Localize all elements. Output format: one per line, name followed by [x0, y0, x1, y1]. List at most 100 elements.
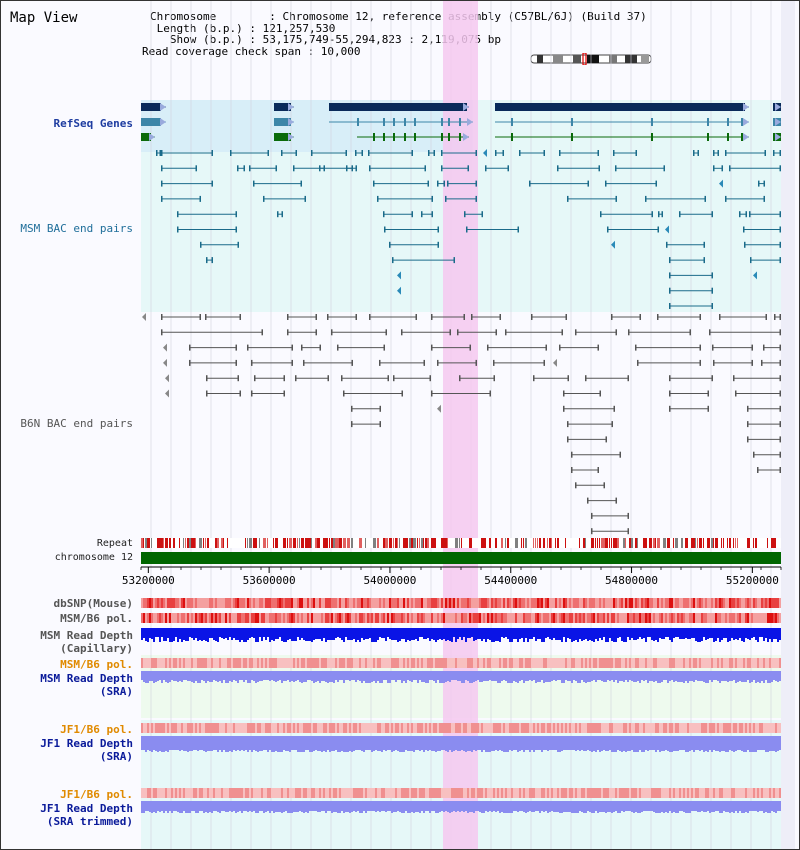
jf1-depth-bar: [565, 736, 567, 750]
jf1-depth-bar: [715, 736, 717, 751]
msm-depth-sra-bar: [561, 671, 563, 683]
gene-arrow: [467, 118, 473, 126]
repeat-element: [635, 538, 637, 548]
msm-pol-cell: [427, 613, 429, 623]
jf1-pol-cell: [657, 723, 659, 733]
msm-pol-cell: [279, 613, 281, 623]
repeat-element: [221, 538, 223, 548]
repeat-element: [539, 538, 541, 548]
jf1-depth-trim-bar: [755, 801, 757, 811]
dbsnp-cell: [577, 598, 579, 608]
gene-exon: [651, 133, 653, 141]
jf1-depth-bar: [281, 736, 283, 752]
jf1-pol-cell: [721, 723, 723, 733]
jf1-pol-trim-cell: [689, 788, 691, 798]
jf1-depth-trim-bar: [775, 801, 777, 813]
jf1-pol-trim-cell: [745, 788, 747, 798]
msm-pol-sra-cell: [487, 658, 489, 668]
msm-pol-cell: [739, 613, 741, 623]
bac-end-marker: [437, 404, 441, 413]
msm-pol-cell: [483, 613, 485, 623]
jf1-depth-bar: [563, 736, 565, 750]
repeat-element: [645, 538, 647, 548]
msm-pol-sra-cell: [633, 658, 635, 668]
msm-pol-sra-cell: [759, 658, 761, 668]
jf1-depth-trim-bar: [515, 801, 517, 811]
msm-pol-cell: [299, 613, 301, 623]
track-label-msm-bac: MSM BAC end pairs: [20, 222, 133, 235]
jf1-pol-trim-cell: [479, 788, 481, 798]
jf1-depth-bar: [517, 736, 519, 752]
jf1-depth-trim-bar: [713, 801, 715, 812]
jf1-depth-bar: [303, 736, 305, 752]
dbsnp-cell: [261, 598, 263, 608]
jf1-depth-trim-bar: [179, 801, 181, 813]
bac-end: [239, 390, 241, 397]
msm-pol-cell: [703, 613, 705, 623]
msm-depth-capillary-bar: [595, 628, 597, 639]
dbsnp-cell: [533, 598, 535, 608]
msm-pol-cell: [151, 613, 153, 623]
msm-depth-sra-bar: [613, 671, 615, 682]
msm-depth-sra-bar: [211, 671, 213, 682]
msm-depth-sra-bar: [215, 671, 217, 681]
jf1-pol-cell: [259, 723, 261, 733]
msm-depth-sra-bar: [661, 671, 663, 682]
jf1-depth-bar: [271, 736, 273, 752]
bac-end: [750, 257, 752, 264]
jf1-depth-trim-bar: [501, 801, 503, 812]
jf1-depth-trim-bar: [711, 801, 713, 812]
repeat-element: [193, 538, 196, 548]
jf1-depth-bar: [687, 736, 689, 752]
jf1-pol-trim-cell: [609, 788, 611, 798]
gene-exon: [727, 133, 729, 141]
msm-depth-sra-bar: [671, 671, 673, 680]
jf1-depth-bar: [457, 736, 459, 751]
jf1-depth-trim-bar: [587, 801, 589, 811]
msm-pol-sra-cell: [319, 658, 321, 668]
msm-pol-cell: [173, 613, 175, 623]
msm-depth-capillary-bar: [683, 628, 685, 639]
msm-pol-cell: [383, 613, 385, 623]
msm-depth-capillary-bar: [511, 628, 513, 642]
msm-pol-sra-cell: [303, 658, 305, 668]
msm-pol-sra-cell: [219, 658, 221, 668]
jf1-depth-trim-bar: [505, 801, 507, 813]
msm-depth-sra-bar: [221, 671, 223, 683]
repeat-element: [471, 538, 472, 548]
msm-pol-cell: [193, 613, 195, 623]
jf1-pol-trim-cell: [773, 788, 775, 798]
msm-pol-sra-cell: [179, 658, 181, 668]
msm-pol-cell: [321, 613, 323, 623]
msm-depth-capillary-bar: [403, 628, 405, 639]
jf1-depth-trim-bar: [239, 801, 241, 811]
dbsnp-cell: [323, 598, 325, 608]
jf1-depth-bar: [259, 736, 261, 751]
gene-arrow: [160, 118, 166, 126]
msm-pol-sra-cell: [423, 658, 425, 668]
jf1-pol-cell: [677, 723, 679, 733]
jf1-depth-trim-bar: [579, 801, 581, 811]
bac-end: [559, 344, 561, 351]
bac-end-marker: [553, 358, 557, 367]
track-label-repeat: Repeat: [96, 538, 133, 549]
msm-depth-sra-bar: [373, 671, 375, 681]
repeat-element: [729, 538, 731, 548]
msm-depth-capillary-bar: [375, 628, 377, 642]
dbsnp-cell: [305, 598, 307, 608]
jf1-pol-trim-cell: [593, 788, 595, 798]
jf1-depth-bar: [461, 736, 463, 750]
repeat-element: [391, 538, 392, 548]
msm-pol-sra-cell: [265, 658, 267, 668]
msm-depth-sra-bar: [219, 671, 221, 681]
bac-end: [495, 150, 497, 156]
msm-pol-sra-cell: [387, 658, 389, 668]
msm-pol-sra-cell: [543, 658, 545, 668]
jf1-pol-cell: [471, 723, 473, 733]
msm-depth-sra-bar: [589, 671, 591, 682]
repeat-element: [417, 538, 418, 548]
dbsnp-cell: [435, 598, 437, 608]
jf1-depth-bar: [215, 736, 217, 750]
bac-end: [247, 344, 249, 351]
